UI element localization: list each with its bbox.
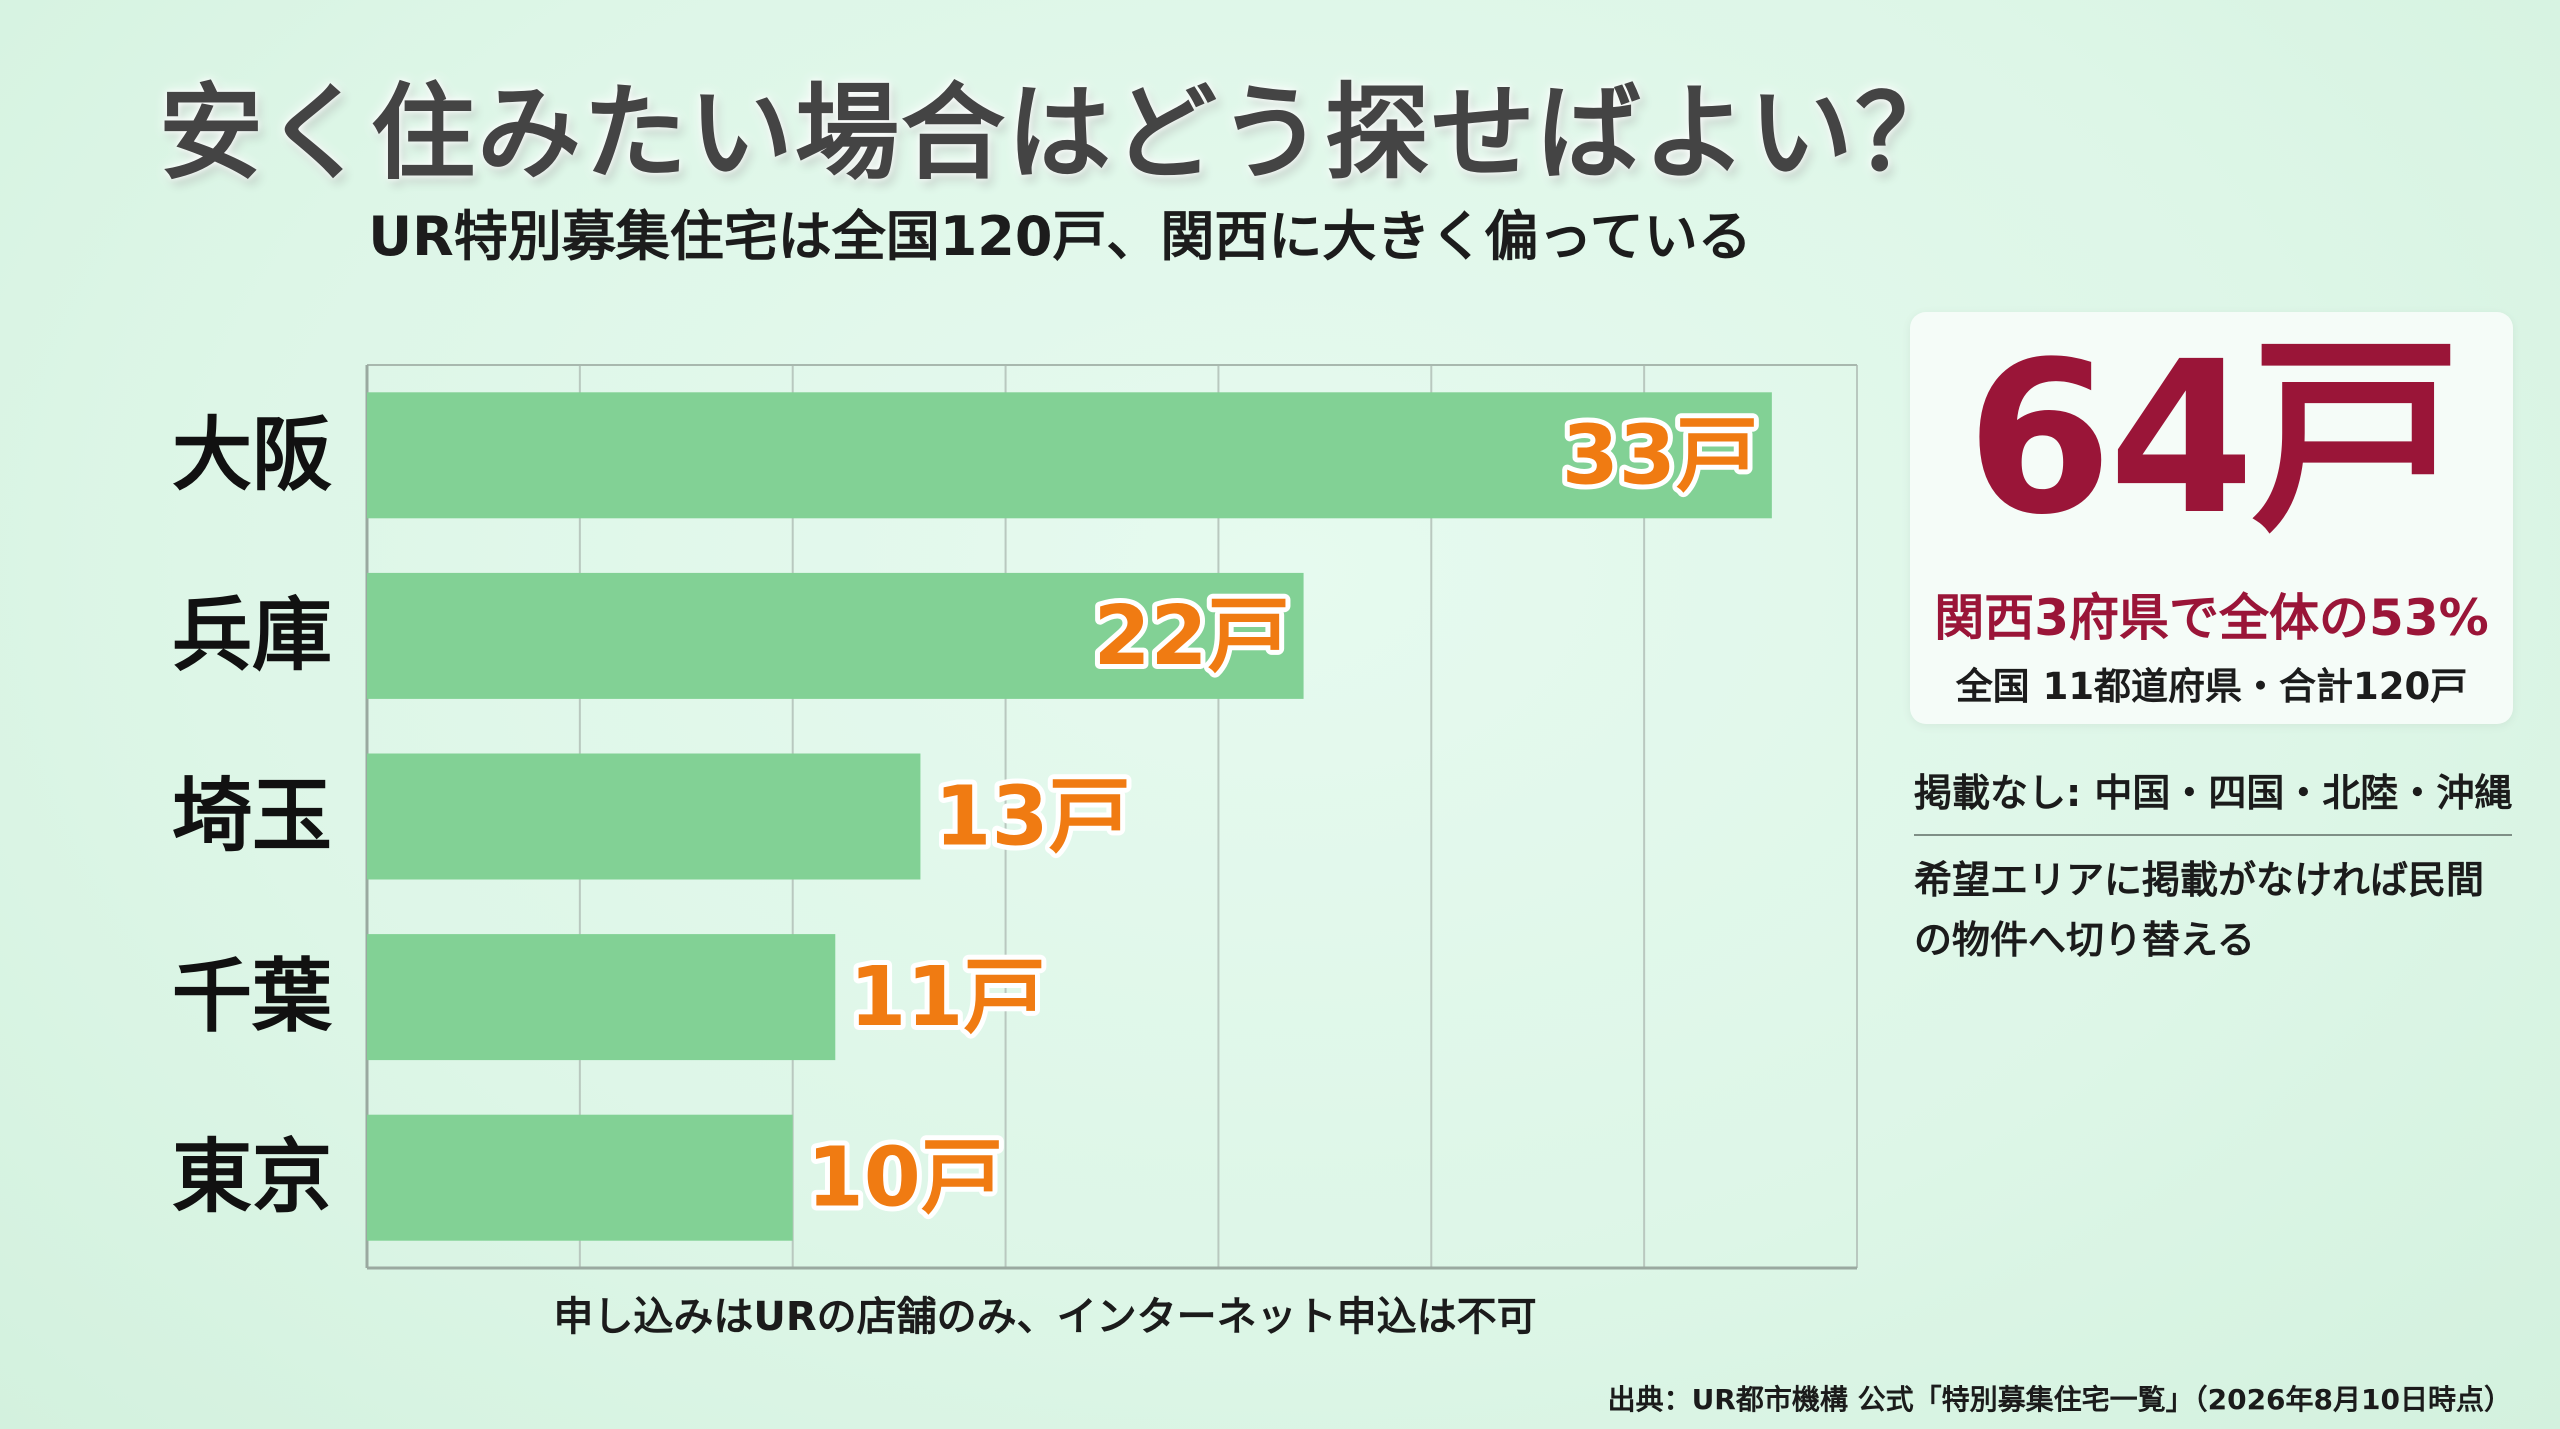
highlight-note: 全国 11都道府県・合計120戸 — [1955, 665, 2468, 708]
highlight-value: 64戸 — [1966, 316, 2460, 561]
highlight-caption: 関西3府県で全体の53% — [1934, 589, 2489, 647]
value-label: 22戸 — [1093, 589, 1289, 684]
source-credit: 出典：UR都市機構 公式「特別募集住宅一覧」（2026年8月10日時点） — [1607, 1383, 2512, 1416]
category-label: 千葉 — [172, 950, 333, 1043]
category-label: 東京 — [172, 1131, 332, 1224]
bar-3 — [367, 934, 836, 1061]
value-label: 33戸 — [1562, 408, 1758, 503]
bar-0 — [367, 392, 1772, 519]
category-label: 大阪 — [172, 408, 332, 501]
footer-note: 申し込みはURの店舗のみ、インターネット申込は不可 — [553, 1294, 1537, 1340]
value-label: 11戸 — [849, 950, 1045, 1045]
value-label: 10戸 — [807, 1131, 1003, 1226]
bar-1 — [367, 572, 1304, 699]
side-note-no-listing: 掲載なし: 中国・四国・北陸・沖縄 — [1914, 771, 2513, 815]
highlight-card: 64戸 関西3府県で全体の53% 全国 11都道府県・合計120戸 — [1910, 312, 2513, 724]
value-label: 13戸 — [934, 770, 1130, 865]
page-subtitle: UR特別募集住宅は全国120戸、関西に大きく偏っている — [368, 205, 1752, 268]
bar-4 — [367, 1114, 793, 1241]
side-note-advice: 希望エリアに掲載がなければ民間の物件へ切り替える — [1914, 858, 2485, 962]
category-label: 兵庫 — [172, 589, 332, 682]
page-title: 安く住みたい場合はどう探せばよい？ — [158, 72, 1961, 194]
bar-2 — [367, 753, 921, 880]
category-label: 埼玉 — [172, 770, 332, 863]
side-divider — [1914, 834, 2512, 836]
